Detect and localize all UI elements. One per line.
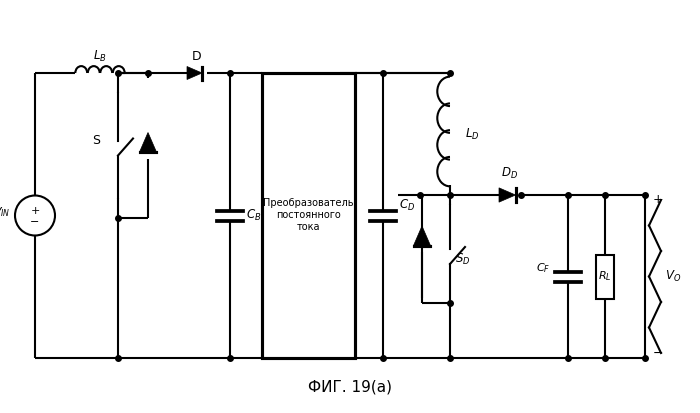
Text: $V_{IN}$: $V_{IN}$ — [0, 206, 11, 219]
Text: $L_B$: $L_B$ — [93, 49, 107, 64]
Polygon shape — [139, 133, 156, 152]
Text: Преобразователь: Преобразователь — [263, 199, 354, 209]
Text: тока: тока — [297, 223, 321, 233]
Polygon shape — [499, 188, 515, 202]
Text: $C_B$: $C_B$ — [246, 208, 261, 223]
Text: −: − — [653, 347, 664, 360]
Text: $C_D$: $C_D$ — [399, 198, 415, 213]
Text: $C_F$: $C_F$ — [536, 261, 550, 275]
Text: $L_D$: $L_D$ — [465, 126, 480, 142]
Text: −: − — [30, 216, 40, 226]
Text: +: + — [653, 193, 664, 206]
Text: S: S — [92, 134, 100, 147]
Text: $R_L$: $R_L$ — [598, 270, 612, 283]
Text: постоянного: постоянного — [276, 211, 341, 221]
Text: ФИГ. 19(а): ФИГ. 19(а) — [308, 380, 392, 395]
Polygon shape — [414, 226, 430, 245]
Text: $V_O$: $V_O$ — [665, 269, 681, 284]
Text: $D_D$: $D_D$ — [501, 166, 519, 181]
Text: D: D — [193, 50, 202, 63]
Text: $S_D$: $S_D$ — [455, 252, 470, 266]
Polygon shape — [187, 66, 202, 79]
Bar — [596, 254, 614, 299]
Text: +: + — [30, 206, 40, 216]
Bar — [262, 73, 355, 358]
